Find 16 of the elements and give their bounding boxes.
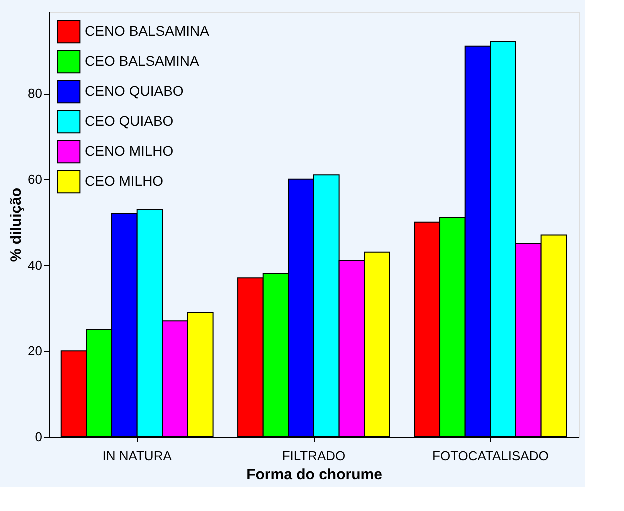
x-tick-label: FILTRADO	[282, 448, 346, 464]
legend-label: CENO MILHO	[85, 143, 174, 159]
y-tick-label: 20	[28, 344, 42, 359]
legend-label: CENO QUIABO	[85, 83, 184, 99]
legend-label: CEO BALSAMINA	[85, 53, 200, 69]
y-axis-title: % diluição	[8, 188, 26, 262]
legend-label: CENO BALSAMINA	[85, 23, 210, 39]
x-tick-label: FOTOCATALISADO	[432, 448, 549, 464]
legend-label: CEO QUIABO	[85, 113, 174, 129]
legend-label: CEO MILHO	[85, 173, 164, 189]
y-tick-label: 0	[35, 430, 42, 444]
y-tick-label: 80	[28, 86, 42, 102]
y-tick-label: 60	[28, 172, 42, 187]
y-tick-label: 40	[28, 258, 42, 273]
x-tick-label: IN NATURA	[102, 448, 172, 464]
x-axis-title: Forma do chorume	[246, 466, 382, 484]
